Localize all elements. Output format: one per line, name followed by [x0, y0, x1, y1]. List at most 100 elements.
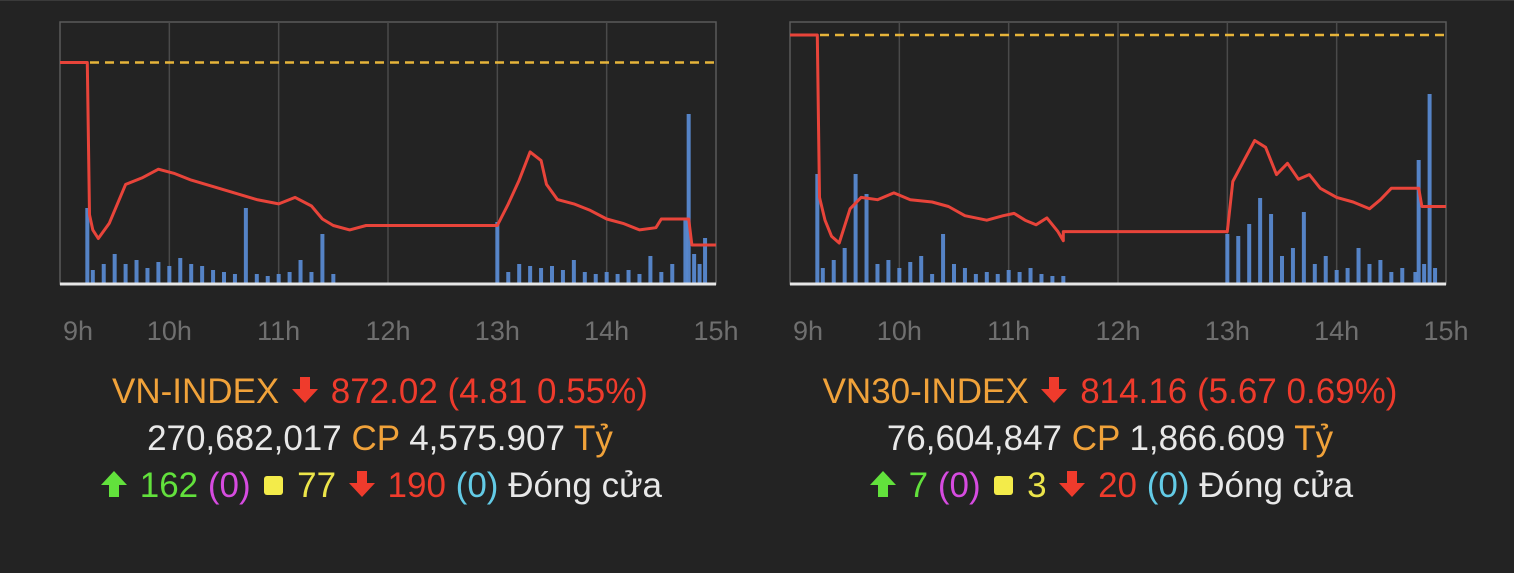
volume-bar — [995, 274, 1000, 284]
volume-bar — [1413, 272, 1418, 284]
x-tick-label: 10h — [147, 316, 192, 346]
volume-bar — [85, 208, 90, 284]
volume-bar — [222, 272, 226, 284]
x-tick-label: 9h — [63, 316, 93, 346]
volume-bar — [243, 208, 248, 284]
volume-bar — [659, 272, 664, 284]
arrow-down-icon — [292, 377, 319, 403]
advancers-count: 7 — [908, 466, 929, 505]
volume-bar — [984, 272, 989, 284]
volume-bar — [686, 114, 691, 284]
unchanged-square-icon — [264, 476, 284, 495]
volume-bar — [506, 272, 511, 284]
volume-bar — [200, 266, 205, 284]
vn30-index-chart: 9h 10h 11h 12h 13h 14h 15h — [789, 21, 1469, 346]
volume-bar — [1290, 248, 1295, 284]
volume-bar — [670, 264, 675, 284]
market-breadth-line: 7 (0) 3 20 (0) Đóng cửa — [750, 462, 1470, 509]
index-volume-line: 270,682,017 CP 4,575.907 Tỷ — [20, 415, 740, 462]
volume-bar — [1006, 270, 1011, 284]
volume-bar — [831, 260, 836, 284]
index-name: VN30-INDEX — [822, 372, 1029, 411]
volume-bar — [232, 274, 237, 284]
volume-bar — [1416, 160, 1421, 284]
market-status: Đóng cửa — [1199, 466, 1354, 505]
volume-bar — [1312, 264, 1317, 284]
volume-bar — [1258, 198, 1263, 284]
x-tick-label: 10h — [877, 316, 922, 346]
x-tick-label: 13h — [475, 316, 520, 346]
volume-bar — [973, 274, 978, 284]
volume-bar — [1236, 236, 1241, 284]
volume-bar — [1400, 268, 1405, 284]
vn30-index-panel: 9h 10h 11h 12h 13h 14h 15h VN30-INDEX 814.16 (… — [750, 0, 1470, 573]
x-tick-label: 13h — [1205, 316, 1250, 346]
volume-bar — [697, 264, 702, 284]
volume-bar — [560, 270, 565, 284]
volume-bar — [1345, 268, 1350, 284]
arrow-down-icon — [1041, 377, 1068, 403]
turnover-value: 1,866.609 — [1129, 419, 1286, 458]
volume-bar — [550, 266, 554, 284]
x-tick-label: 11h — [987, 316, 1030, 346]
volume-bar — [134, 260, 139, 284]
volume-bar — [1422, 264, 1427, 284]
unchanged-count: 77 — [297, 466, 337, 505]
x-tick-label: 14h — [1314, 316, 1359, 346]
volume-bar — [1039, 274, 1044, 284]
volume-bar — [637, 274, 642, 284]
price-line — [790, 33, 1446, 245]
volume-bar — [930, 274, 935, 284]
volume-bar — [287, 272, 292, 284]
ceiling-count: (0) — [937, 466, 981, 505]
arrow-up-icon — [869, 471, 896, 497]
volume-bar — [952, 264, 956, 284]
volume-bar — [1225, 234, 1230, 284]
volume-bar — [1017, 272, 1022, 284]
unchanged-count: 3 — [1027, 466, 1047, 505]
ceiling-count: (0) — [207, 466, 251, 505]
x-tick-label: 11h — [257, 316, 300, 346]
volume-bar — [298, 260, 303, 284]
volume-bar — [528, 266, 533, 284]
volume-bar — [309, 272, 314, 284]
volume-bar — [123, 264, 128, 284]
volume-bar — [820, 268, 825, 284]
turnover-value: 4,575.907 — [409, 419, 565, 458]
floor-count: (0) — [1146, 466, 1190, 505]
volume-bar — [320, 234, 325, 284]
volume-bar — [254, 274, 259, 284]
volume-bar — [1427, 94, 1432, 284]
x-tick-label: 15h — [1423, 316, 1468, 346]
volume-bar — [864, 194, 869, 284]
volume-bar — [276, 274, 281, 284]
index-value: 814.16 — [1080, 372, 1188, 411]
volume-bar — [539, 268, 544, 284]
decliners-count: 190 — [387, 466, 446, 505]
volume-bar — [626, 270, 631, 284]
volume-bar — [331, 274, 336, 284]
volume-bar — [842, 248, 847, 284]
volume-bar — [189, 264, 194, 284]
arrow-up-icon — [101, 471, 127, 497]
volume-bar — [1301, 212, 1306, 284]
index-headline: VN30-INDEX 814.16 (5.67 0.69%) — [750, 368, 1470, 415]
index-volume-line: 76,604,847 CP 1,866.609 Tỷ — [750, 415, 1470, 462]
volume-bar — [265, 276, 270, 284]
volume-bar — [156, 262, 161, 284]
x-tick-label: 15h — [693, 316, 738, 346]
volume-bar — [1269, 214, 1274, 284]
price-line — [60, 61, 716, 247]
volume-bar — [853, 174, 858, 284]
volume-bar — [1334, 270, 1339, 284]
volume-bar — [941, 234, 946, 284]
decliners-count: 20 — [1098, 466, 1137, 505]
volume-bar — [604, 272, 609, 284]
market-breadth-line: 162 (0) 77 190 (0) Đóng cửa — [20, 462, 740, 509]
vn-index-summary: VN-INDEX 872.02 (4.81 0.55%) 270,682,017… — [20, 368, 740, 509]
market-status: Đóng cửa — [508, 466, 662, 505]
volume-bar — [1378, 260, 1383, 284]
volume-bar — [648, 256, 653, 284]
top-divider — [0, 0, 1514, 1]
volume-bar — [495, 222, 500, 284]
